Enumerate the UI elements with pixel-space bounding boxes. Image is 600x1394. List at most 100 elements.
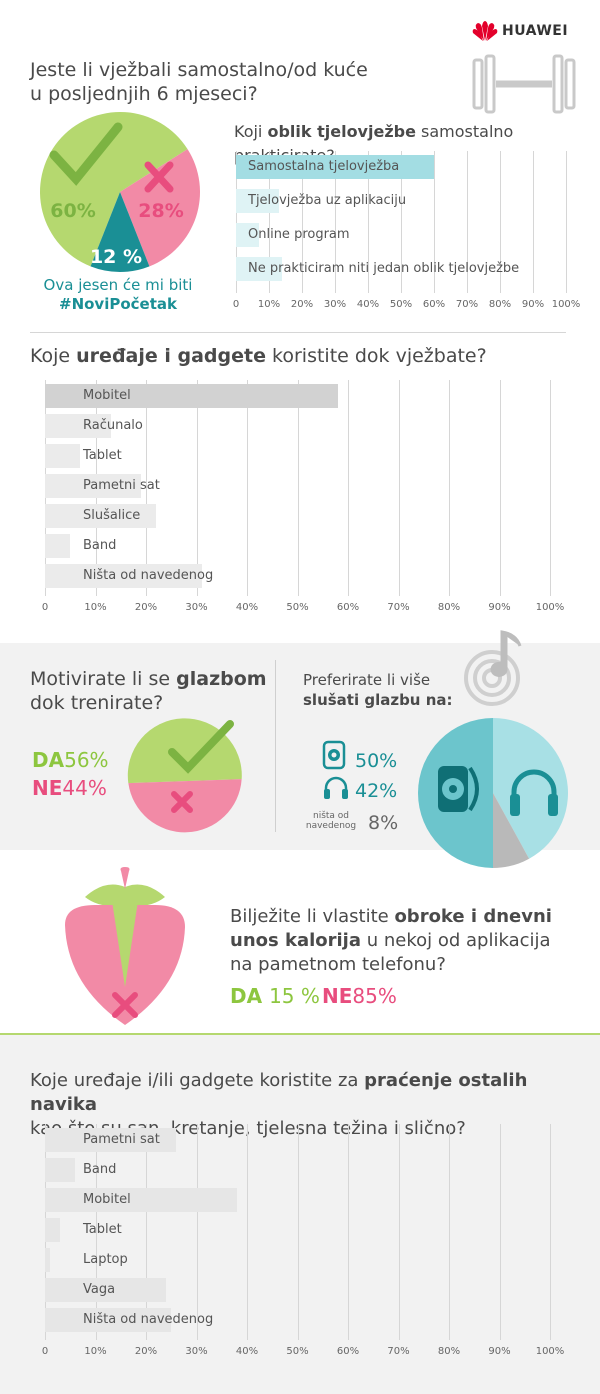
tick-label: 60% bbox=[422, 299, 446, 310]
brand-name: HUAWEI bbox=[502, 23, 569, 39]
grid-line bbox=[297, 380, 299, 596]
music-question-bold: glazbom bbox=[176, 668, 267, 690]
grid-line bbox=[196, 1124, 198, 1340]
tick-label: 60% bbox=[336, 1346, 360, 1357]
bar-label: Vaga bbox=[83, 1282, 116, 1297]
grid-line bbox=[467, 151, 468, 293]
headphones-large-icon bbox=[510, 769, 558, 816]
bar-label: Band bbox=[83, 538, 117, 553]
listen-headphones-value: 42% bbox=[355, 780, 398, 802]
tick-label: 80% bbox=[437, 602, 461, 613]
bar-label: Laptop bbox=[83, 1252, 128, 1267]
calorie-question-bold1: obroke i dnevni bbox=[394, 906, 552, 927]
bar-label: Pametni sat bbox=[83, 1132, 160, 1147]
habits-question-pre: Koje uređaje i/ili gadgete koristite za bbox=[30, 1070, 365, 1091]
cross-icon bbox=[171, 791, 193, 813]
grid-line bbox=[247, 1124, 248, 1340]
slogan-line1: Ova jesen će mi biti bbox=[43, 276, 193, 294]
tick-label: 50% bbox=[389, 299, 413, 310]
exercise-question-line2: u posljednjih 6 mjeseci? bbox=[30, 83, 258, 105]
cross-icon bbox=[144, 161, 174, 193]
strawberry-stem bbox=[120, 867, 130, 889]
tick-label: 90% bbox=[521, 299, 545, 310]
music-yes-label: DA bbox=[32, 748, 65, 772]
tick-label: 90% bbox=[488, 1346, 511, 1357]
listen-none-line1: ništa od bbox=[312, 811, 350, 821]
bar-label: Ništa od navedenog bbox=[83, 568, 214, 583]
bar-label: Online program bbox=[248, 227, 350, 242]
calorie-yes-label: DA bbox=[230, 984, 263, 1008]
listen-none-value: 8% bbox=[368, 812, 399, 834]
grid-line bbox=[335, 151, 336, 293]
grid-line bbox=[550, 380, 551, 596]
pie-label: 12 % bbox=[90, 246, 142, 268]
bar bbox=[45, 1308, 172, 1332]
listen-question-line1: Preferirate li više bbox=[303, 671, 431, 689]
bar-label: Tablet bbox=[83, 448, 122, 463]
music-no-label: NE bbox=[32, 776, 63, 800]
grid-line bbox=[401, 151, 402, 293]
form-question-bold: oblik tjelovježbe bbox=[267, 122, 416, 141]
bar-label: Ne prakticiram niti jedan oblik tjelovje… bbox=[248, 261, 520, 276]
calorie-question-bold2: unos kalorija bbox=[230, 930, 361, 951]
bar bbox=[45, 1188, 237, 1212]
tick-label: 70% bbox=[387, 602, 410, 613]
tick-label: 60% bbox=[336, 602, 360, 613]
music-no-value: 44% bbox=[62, 776, 107, 800]
bar bbox=[45, 414, 111, 438]
pie-slice bbox=[493, 718, 568, 859]
grid-line bbox=[449, 1124, 450, 1340]
listen-question-line2: slušati glazbu na: bbox=[303, 691, 453, 709]
music-note-icon bbox=[464, 630, 522, 706]
devices-question-bold: uređaje i gadgete bbox=[76, 345, 266, 367]
check-icon bbox=[168, 720, 234, 774]
bar bbox=[45, 1158, 76, 1182]
huawei-flower-icon bbox=[472, 21, 498, 41]
music-question: Motivirate li se glazbom dok trenirate? bbox=[30, 667, 270, 715]
bar bbox=[236, 155, 434, 179]
grid-line bbox=[297, 1124, 299, 1340]
pie-label: 60% bbox=[50, 200, 95, 222]
bar bbox=[45, 534, 71, 558]
check-icon bbox=[49, 122, 123, 186]
bar-label: Slušalice bbox=[83, 508, 141, 523]
calorie-question-line3: na pametnom telefonu? bbox=[230, 954, 446, 975]
tick-label: 40% bbox=[356, 299, 380, 310]
pie-slice bbox=[120, 149, 200, 267]
music-question-pre: Motivirate li se bbox=[30, 668, 177, 690]
grid-line bbox=[348, 1124, 349, 1340]
pie-slice bbox=[112, 905, 138, 987]
tick-label: 20% bbox=[290, 299, 314, 310]
grid-line bbox=[302, 151, 303, 293]
bar bbox=[45, 1278, 167, 1302]
bar bbox=[45, 564, 202, 588]
tick-label: 70% bbox=[387, 1346, 410, 1357]
calorie-yes-value: 15 % bbox=[269, 984, 320, 1008]
calorie-question-pre: Bilježite li vlastite bbox=[230, 906, 395, 927]
pie-label: 28% bbox=[138, 200, 183, 222]
bar bbox=[45, 1248, 51, 1272]
pie-slice bbox=[493, 793, 530, 868]
grid-line bbox=[269, 151, 270, 293]
grid-line bbox=[500, 151, 501, 293]
tick-label: 40% bbox=[235, 1346, 259, 1357]
tick-label: 30% bbox=[185, 1346, 208, 1357]
bar-label: Računalo bbox=[83, 418, 143, 433]
music-yes: DA56% bbox=[32, 748, 109, 772]
calorie-question: Bilježite li vlastite obroke i dnevni un… bbox=[230, 905, 590, 977]
listen-pie-chart bbox=[418, 718, 568, 868]
bar-label: Tablet bbox=[83, 1222, 122, 1237]
huawei-logo: HUAWEI bbox=[472, 20, 582, 46]
tick-label: 10% bbox=[84, 1346, 107, 1357]
form-question-pre: Koji bbox=[234, 122, 268, 141]
tick-label: 20% bbox=[134, 1346, 158, 1357]
exercise-question: Jeste li vježbali samostalno/od kuće u p… bbox=[30, 58, 430, 106]
devices-question-post: koristite dok vježbate? bbox=[265, 345, 487, 367]
grid-line bbox=[247, 380, 248, 596]
tick-label: 100% bbox=[535, 1346, 565, 1357]
bar-label: Tjelovježba uz aplikaciju bbox=[248, 193, 407, 208]
tick-label: 50% bbox=[286, 1346, 309, 1357]
grid-line bbox=[348, 380, 349, 596]
tick-label: 10% bbox=[257, 299, 281, 310]
calorie-no: NE85% bbox=[322, 984, 397, 1008]
